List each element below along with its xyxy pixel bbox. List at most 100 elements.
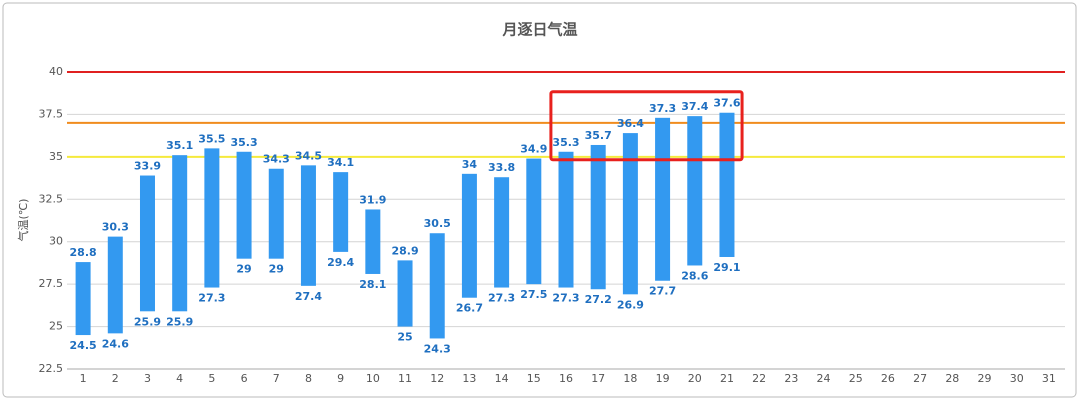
low-label: 24.5 [70,339,97,352]
high-label: 31.9 [359,193,386,206]
y-tick-label: 30 [49,235,63,248]
high-label: 30.3 [102,221,129,234]
x-tick-label: 3 [144,372,151,385]
highlight-box [549,90,744,162]
bar [461,173,477,298]
x-tick-label: 6 [241,372,248,385]
bar [236,151,252,259]
low-label: 25.9 [166,315,193,328]
low-label: 27.3 [198,292,225,305]
low-label: 27.7 [649,285,676,298]
x-tick-label: 23 [784,372,798,385]
x-tick-label: 24 [817,372,831,385]
low-label: 29 [236,263,251,276]
low-label: 27.3 [488,292,515,305]
high-label: 33.8 [488,161,515,174]
x-tick-label: 4 [176,372,183,385]
low-label: 24.6 [102,337,129,350]
high-label: 34 [462,158,478,171]
low-label: 28.1 [359,278,386,291]
x-tick-label: 31 [1042,372,1056,385]
x-tick-label: 17 [591,372,605,385]
low-label: 24.3 [424,342,451,355]
x-tick-label: 19 [656,372,670,385]
bar [139,175,155,312]
high-label: 35.3 [552,136,579,149]
low-label: 27.5 [520,288,547,301]
bar [687,116,703,266]
bar [590,144,606,290]
chart-title: 月逐日气温 [501,21,577,39]
bar [333,172,349,252]
x-tick-label: 13 [462,372,476,385]
low-label: 25 [397,331,412,344]
low-label: 26.7 [456,302,483,315]
bar [719,112,735,257]
y-tick-label: 32.5 [39,192,64,205]
low-label: 27.2 [585,293,612,306]
high-label: 37.3 [649,102,676,115]
x-tick-label: 5 [208,372,215,385]
bar [526,158,542,285]
x-tick-label: 22 [752,372,766,385]
x-tick-label: 28 [945,372,959,385]
high-label: 35.3 [230,136,257,149]
bar [172,155,188,312]
high-label: 34.1 [327,156,354,169]
x-tick-label: 29 [978,372,992,385]
bar [494,177,510,288]
bar [429,233,445,339]
low-label: 27.4 [295,290,322,303]
high-label: 35.5 [198,132,225,145]
low-label: 28.6 [681,269,708,282]
y-tick-label: 27.5 [39,277,64,290]
bar [204,148,220,288]
high-label: 33.9 [134,160,161,173]
x-tick-label: 1 [80,372,87,385]
x-tick-label: 26 [881,372,895,385]
high-label: 34.9 [520,143,547,156]
x-tick-label: 7 [273,372,280,385]
bar [75,262,91,336]
high-label: 37.4 [681,100,708,113]
x-tick-label: 25 [849,372,863,385]
high-label: 30.5 [424,217,451,230]
x-tick-label: 30 [1010,372,1024,385]
high-label: 28.8 [70,246,97,259]
bar [365,209,381,274]
low-label: 29.4 [327,256,354,269]
low-label: 26.9 [617,298,644,311]
low-label: 29.1 [713,261,740,274]
bar [558,151,574,288]
x-tick-label: 2 [112,372,119,385]
high-label: 37.6 [713,97,740,110]
x-tick-label: 12 [430,372,444,385]
high-label: 28.9 [391,244,418,257]
high-label: 34.3 [263,153,290,166]
y-axis-label: 气温(℃) [16,199,30,242]
low-label: 25.9 [134,315,161,328]
bar [107,236,123,334]
bar [622,133,638,295]
bar [300,165,316,286]
x-tick-label: 10 [366,372,380,385]
y-tick-label: 40 [49,65,63,78]
high-label: 35.7 [585,129,612,142]
x-tick-label: 9 [337,372,344,385]
x-tick-label: 20 [688,372,702,385]
x-tick-label: 15 [527,372,541,385]
high-label: 36.4 [617,117,644,130]
x-tick-label: 21 [720,372,734,385]
x-tick-label: 16 [559,372,573,385]
x-tick-label: 8 [305,372,312,385]
high-label: 35.1 [166,139,193,152]
low-label: 27.3 [552,292,579,305]
y-tick-label: 37.5 [39,107,64,120]
bar [268,168,284,259]
bar [397,260,413,327]
bar [655,117,671,281]
x-tick-label: 14 [495,372,509,385]
x-tick-label: 18 [623,372,637,385]
y-tick-label: 35 [49,150,63,163]
